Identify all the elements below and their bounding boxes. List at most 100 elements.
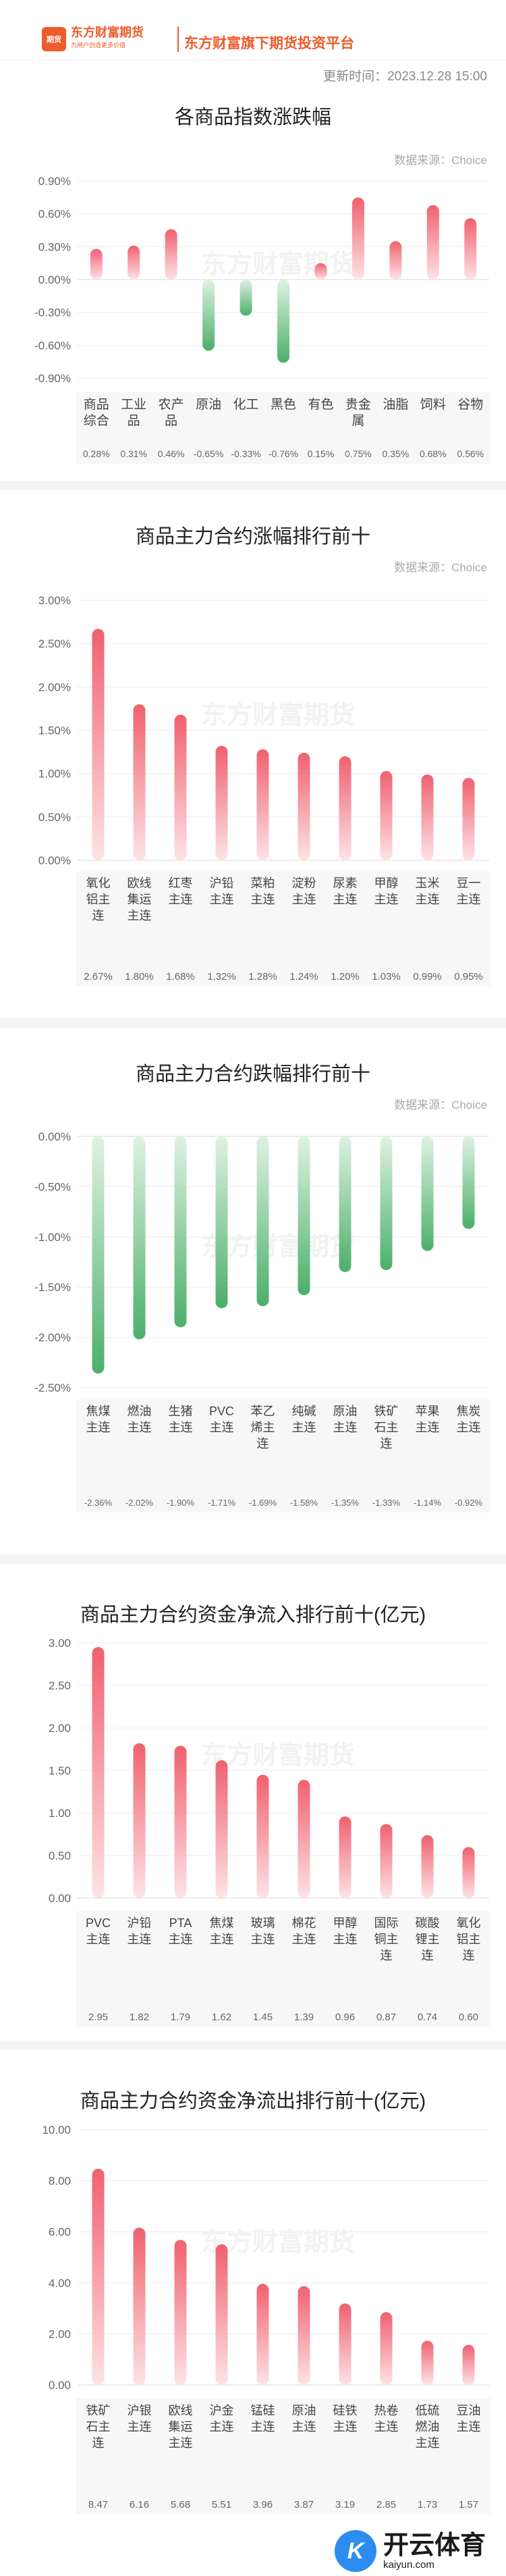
category-label: PTA	[169, 1916, 192, 1930]
category-label: 主连	[169, 1421, 193, 1434]
category-label: 铁矿	[374, 1404, 399, 1418]
value-label: 1.68%	[166, 971, 195, 982]
footer-brand-domain: kaiyun.com	[383, 2558, 434, 2571]
category-label: 石主	[86, 2420, 111, 2434]
value-label: 0.99%	[413, 971, 442, 982]
category-label: 豆油	[457, 2404, 481, 2417]
value-label: 0.60	[459, 2012, 478, 2023]
value-label: 0.74	[418, 2012, 437, 2023]
y-tick-label: -1.50%	[34, 1281, 71, 1294]
header-divider	[177, 26, 179, 52]
category-label: 主连	[251, 2420, 275, 2434]
category-label: 欧线	[169, 2404, 193, 2417]
bar	[133, 2228, 146, 2385]
data-source: 数据来源：Choice	[394, 1099, 487, 1111]
category-label: 主连	[333, 2420, 358, 2434]
category-label: 谷物	[457, 397, 483, 412]
bar	[92, 629, 105, 860]
category-label: 尿素	[333, 876, 358, 890]
bar	[298, 1779, 310, 1898]
category-label: 热卷	[374, 2404, 399, 2417]
category-label: PVC	[209, 1404, 234, 1418]
category-label: 苹果	[416, 1404, 440, 1418]
bar	[90, 248, 103, 280]
bar	[174, 1745, 187, 1898]
data-source: 数据来源：Choice	[394, 154, 487, 167]
category-label: 主连	[374, 2420, 399, 2434]
category-label: 主连	[169, 1933, 193, 1946]
watermark: 东方财富期货	[201, 250, 355, 279]
bar	[298, 2286, 310, 2385]
category-label: 纯碱	[292, 1404, 316, 1418]
chart-section-index-change: 各商品指数涨跌幅 数据来源：Choice 0.90% 0.60% 0.30% 0.00…	[0, 88, 506, 479]
bar	[215, 2244, 228, 2385]
bar-chart: 10.008.006.004.002.000.00东方财富期货铁矿石主连8.47…	[42, 2124, 490, 2515]
value-label: -0.33%	[231, 448, 260, 459]
bar	[215, 1136, 228, 1309]
bar	[174, 714, 187, 860]
y-tick-label: 0.90%	[38, 175, 71, 188]
category-label: 主连	[333, 1933, 358, 1946]
data-source: 数据来源：Choice	[394, 561, 487, 574]
y-tick-label: 0.00%	[38, 273, 71, 286]
category-label: 烯主	[251, 1421, 275, 1434]
y-tick-label: -2.00%	[34, 1332, 71, 1344]
bar	[215, 1760, 228, 1898]
category-label: 主连	[210, 1421, 234, 1434]
category-label: 商品	[84, 397, 109, 412]
bar	[421, 1136, 434, 1251]
category-label: 沪银	[128, 2404, 152, 2417]
category-label: 铁矿	[86, 2404, 111, 2417]
brand-slogan: 为用户创造更多价值	[71, 42, 126, 49]
category-label: 沪铅	[210, 876, 234, 890]
value-label: 1.80%	[125, 971, 154, 982]
category-label: 属	[352, 414, 364, 428]
category-label: 焦炭	[457, 1404, 481, 1418]
category-label: 连	[257, 1437, 269, 1450]
category-label: 原油	[292, 2404, 316, 2417]
category-label: 连	[92, 2436, 105, 2450]
label-panel	[76, 871, 490, 987]
y-tick-label: -2.50%	[34, 1382, 71, 1394]
category-label: 主连	[169, 893, 193, 906]
bar	[339, 1816, 352, 1898]
category-label: 豆一	[457, 876, 481, 890]
category-label: 主连	[128, 909, 152, 922]
category-label: 主连	[210, 893, 234, 906]
category-label: 主连	[251, 893, 275, 906]
category-label: 品	[128, 414, 140, 428]
category-label: 国际	[374, 1916, 399, 1930]
bar	[202, 280, 215, 351]
y-tick-label: 0.00	[49, 2379, 71, 2392]
y-tick-label: 0.60%	[38, 208, 71, 221]
y-tick-label: 0.00	[49, 1892, 71, 1905]
chart-section-top-losers: 商品主力合约跌幅排行前十 数据来源：Choice 0.00% -0.50% -1.0…	[0, 1028, 506, 1554]
bar-chart: 3.002.502.001.501.000.500.00东方财富期货PVC主连2…	[49, 1637, 490, 2027]
category-label: 主连	[333, 893, 358, 906]
bar	[421, 1835, 434, 1898]
category-label: 集运	[169, 2420, 193, 2434]
category-label: 铝主	[86, 893, 111, 906]
category-label: 锂主	[416, 1933, 440, 1946]
value-label: 2.85	[376, 2499, 396, 2511]
value-label: -1.33%	[372, 1498, 401, 1508]
value-label: 3.19	[335, 2499, 355, 2511]
category-label: 主连	[86, 1933, 111, 1946]
value-label: 6.16	[130, 2499, 149, 2511]
bar	[298, 1136, 310, 1296]
bar	[277, 280, 289, 363]
section-divider	[0, 481, 506, 490]
value-label: 5.68	[171, 2499, 190, 2511]
category-label: 石主	[374, 1421, 399, 1434]
chart-title: 商品主力合约资金净流入排行前十(亿元)	[80, 1604, 426, 1626]
category-label: 主连	[210, 1933, 234, 1946]
category-label: 综合	[84, 413, 109, 428]
y-tick-label: -0.60%	[34, 339, 71, 352]
category-label: 主连	[374, 893, 399, 906]
category-label: 甲醇	[333, 1916, 358, 1930]
category-label: 玉米	[416, 876, 440, 890]
value-label: -1.58%	[290, 1498, 318, 1508]
bar	[380, 770, 393, 860]
category-label: 铜主	[374, 1933, 399, 1946]
category-label: 连	[463, 1949, 475, 1962]
